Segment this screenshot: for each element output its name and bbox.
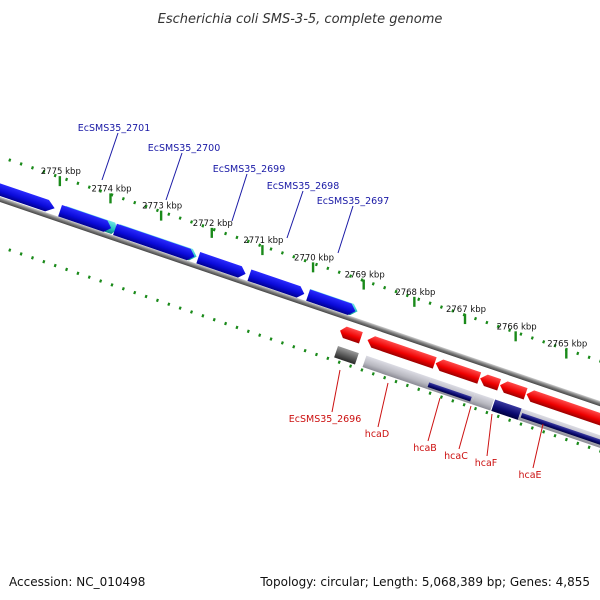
kbp-tick-label: 2774 kbp [91,184,131,194]
forward-row-inner [58,205,357,316]
label-leader-line [286,190,304,239]
label-leader-line [165,152,183,201]
genome-backbone-group [0,195,600,414]
kbp-tick-label: 2766 kbp [497,322,537,332]
gene-label-EcSMS35_2697[interactable]: EcSMS35_2697 [317,196,390,207]
gene-arrow-hcaF[interactable] [498,379,528,400]
gene-label-EcSMS35_2696[interactable]: EcSMS35_2696 [289,414,362,425]
reverse-row-cds [338,325,600,428]
feature-band-hcaE [520,412,600,446]
label-leader-line [458,405,472,450]
kbp-tick-label: 2765 kbp [547,340,587,350]
gene-arrow-hcaC[interactable] [478,373,502,391]
reverse-strand-genes [334,325,600,449]
kbp-tick-label: 2767 kbp [446,305,486,315]
label-leader-line [486,413,493,457]
gene-arrow-forward[interactable] [0,182,57,214]
feature-box-hcaC[interactable] [471,392,495,411]
gene-arrow-reverse-small[interactable] [338,325,363,344]
label-leader-line [532,423,544,469]
label-leader-line [377,382,389,428]
feature-box-hcaF[interactable] [491,399,522,420]
label-leader-line [331,369,341,413]
gene-arrow-EcSMS35_2698[interactable] [247,269,306,299]
gene-arrow-hcaE[interactable] [525,388,600,428]
gene-arrow-forward-2[interactable] [58,205,113,234]
gene-labels: EcSMS35_2701 EcSMS35_2700 EcSMS35_2699 EcSM… [78,123,544,481]
gene-label-EcSMS35_2699[interactable]: EcSMS35_2699 [213,164,286,175]
gene-label-EcSMS35_2701[interactable]: EcSMS35_2701 [78,123,151,134]
forward-strand-genes [0,182,358,316]
label-leader-line [337,205,354,254]
gene-arrow-EcSMS35_2699[interactable] [196,252,247,279]
label-leader-line [101,132,119,181]
gene-label-hcaF[interactable]: hcaF [475,458,498,469]
gene-label-hcaB[interactable]: hcaB [413,443,437,454]
outer-tick-track [0,150,600,367]
kbp-tick-label: 2769 kbp [345,271,385,281]
feature-band-hcaB [427,382,472,402]
label-leader-line [231,173,248,222]
genome-summary-label: Topology: circular; Length: 5,068,389 bp… [259,575,590,589]
gene-arrow-forward-4[interactable] [306,289,357,316]
inner-tick-track [0,240,600,457]
gene-box-EcSMS35_2696[interactable] [334,346,359,365]
gene-label-EcSMS35_2700[interactable]: EcSMS35_2700 [148,143,221,154]
map-title: Escherichia coli SMS-3-5, complete genom… [158,12,443,27]
reverse-row-features [334,346,600,449]
genome-backbone [0,195,600,414]
gene-label-hcaE[interactable]: hcaE [518,470,541,481]
feature-box-hcaD[interactable] [362,355,431,389]
kbp-tick-label: 2770 kbp [294,253,334,263]
gene-label-hcaD[interactable]: hcaD [365,429,389,440]
gene-label-EcSMS35_2698[interactable]: EcSMS35_2698 [267,181,340,192]
kbp-tick-label: 2771 kbp [243,236,283,246]
gene-arrow-hcaB[interactable] [434,358,482,384]
outer-minor-ticks [0,150,600,367]
label-leader-line [427,397,441,442]
gene-label-hcaC[interactable]: hcaC [444,451,468,462]
kbp-tick-label: 2772 kbp [193,219,233,229]
kbp-tick-label: 2775 kbp [41,167,81,177]
gene-arrow-hcaD[interactable] [366,334,437,369]
gene-arrow-forward-3[interactable] [113,223,196,262]
kbp-ruler: 2775 kbp 2774 kbp 2773 kbp 2772 kbp 2771 kbp… [41,167,587,359]
kbp-tick-label: 2773 kbp [142,202,182,212]
accession-label: Accession: NC_010498 [9,575,145,589]
kbp-tick-label: 2768 kbp [395,288,435,298]
inner-minor-ticks [0,240,600,457]
